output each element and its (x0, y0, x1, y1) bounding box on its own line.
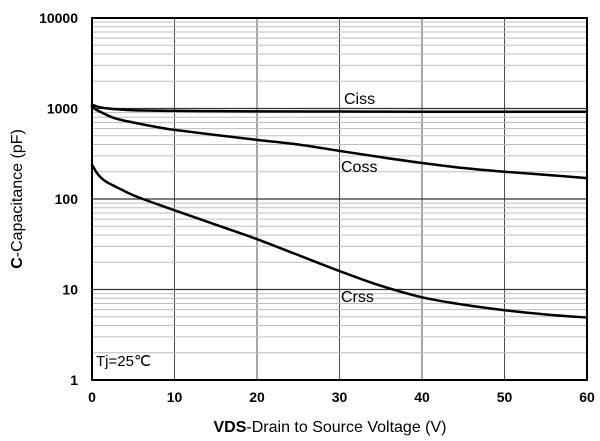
y-axis-title: C-Capacitance (pF) (9, 129, 26, 269)
series-line-ciss (90, 103, 589, 114)
x-axis-title-bold: VDS (214, 419, 247, 436)
y-tick-label: 1 (70, 372, 78, 388)
y-axis-title-rest: -Capacitance (pF) (9, 129, 26, 257)
x-tick-label: 60 (579, 389, 595, 405)
series-label-coss: Coss (341, 159, 377, 176)
curve-labels: Ciss Coss Crss (341, 91, 377, 306)
y-axis-title-bold: C (9, 257, 26, 269)
y-tick-label: 100 (55, 191, 79, 207)
x-tick-label: 40 (414, 389, 430, 405)
y-tick-label: 10000 (39, 10, 78, 26)
x-tick-label: 20 (249, 389, 265, 405)
grid (92, 18, 587, 380)
y-tick-label: 1000 (47, 101, 78, 117)
x-tick-label: 0 (88, 389, 96, 405)
plot-frame (91, 17, 588, 381)
x-tick-label: 50 (497, 389, 513, 405)
series-curves (90, 103, 589, 319)
annotation-temperature: Tj=25℃ (96, 353, 151, 370)
tick-labels: 0 10 20 30 40 50 60 1 10 100 1000 10000 (39, 10, 595, 405)
series-line-crss (90, 163, 589, 319)
y-tick-label: 10 (62, 282, 78, 298)
series-label-crss: Crss (341, 289, 374, 306)
series-line-coss (90, 105, 589, 180)
x-axis-title-rest: -Drain to Source Voltage (V) (246, 419, 446, 436)
x-tick-label: 30 (332, 389, 348, 405)
x-tick-label: 10 (167, 389, 183, 405)
series-label-ciss: Ciss (344, 91, 375, 108)
x-axis-title: VDS-Drain to Source Voltage (V) (214, 419, 447, 436)
